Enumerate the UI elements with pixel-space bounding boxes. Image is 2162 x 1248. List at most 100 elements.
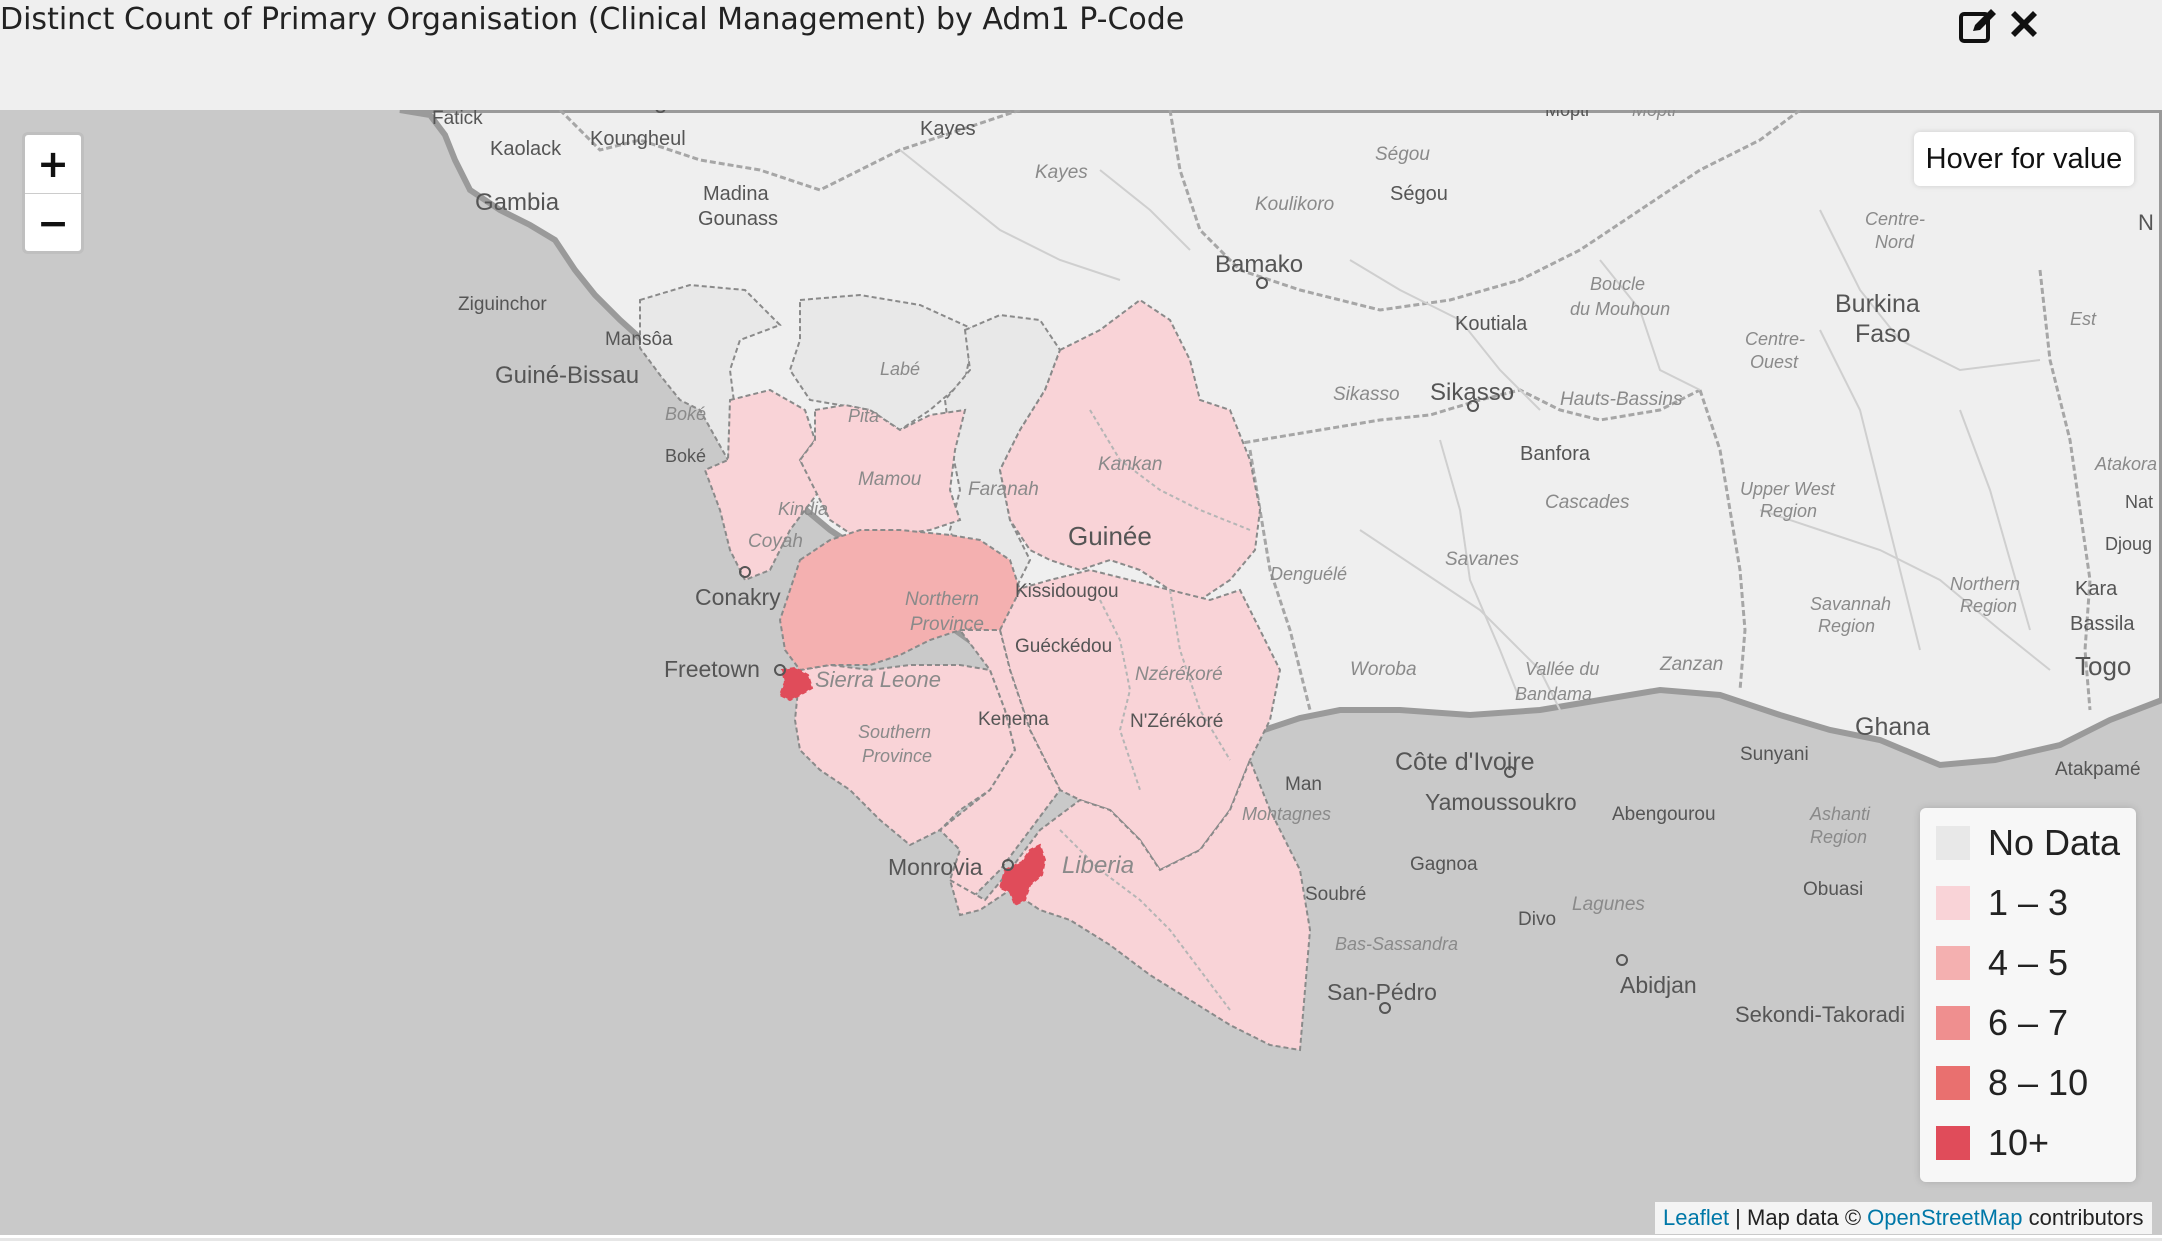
svg-text:Koulikoro: Koulikoro: [1255, 194, 1334, 215]
svg-text:Gambia: Gambia: [475, 189, 560, 216]
svg-text:Yamoussoukro: Yamoussoukro: [1425, 789, 1577, 815]
zoom-in-button[interactable]: +: [25, 135, 81, 194]
country-borders: [558, 110, 2092, 711]
map-legend: No Data 1 – 3 4 – 5 6 – 7 8 – 10 10+: [1920, 808, 2136, 1182]
close-icon[interactable]: [2004, 6, 2044, 46]
svg-text:Denguélé: Denguélé: [1270, 564, 1347, 584]
zoom-out-button[interactable]: −: [37, 201, 69, 245]
svg-text:Kayes: Kayes: [920, 118, 976, 140]
region-monrovia[interactable]: [998, 843, 1047, 907]
svg-text:Burkina: Burkina: [1835, 290, 1920, 318]
svg-text:Cascades: Cascades: [1545, 492, 1630, 513]
svg-text:Mamou: Mamou: [858, 469, 922, 490]
legend-label: 4 – 5: [1988, 942, 2069, 983]
legend-label: 8 – 10: [1988, 1062, 2089, 1103]
svg-text:Faranah: Faranah: [968, 479, 1039, 500]
svg-text:Koungheul: Koungheul: [590, 128, 686, 150]
svg-text:Kankan: Kankan: [1098, 454, 1162, 475]
svg-text:Northern: Northern: [1950, 574, 2020, 594]
svg-text:Man: Man: [1285, 774, 1322, 795]
svg-text:Fatick: Fatick: [432, 110, 483, 129]
svg-text:Ghana: Ghana: [1855, 713, 1930, 741]
legend-label: 10+: [1988, 1122, 2050, 1163]
svg-text:Region: Region: [1960, 596, 2017, 616]
svg-text:Kenema: Kenema: [978, 709, 1049, 730]
legend-swatch: [1936, 946, 1970, 980]
svg-text:Gounass: Gounass: [698, 208, 778, 230]
svg-text:Sierra Leone: Sierra Leone: [815, 667, 941, 692]
svg-text:Zanzan: Zanzan: [1659, 654, 1723, 675]
svg-text:Northern: Northern: [905, 589, 979, 610]
svg-text:Abengourou: Abengourou: [1612, 804, 1716, 825]
svg-text:Senegal: Senegal: [598, 110, 686, 114]
svg-text:Obuasi: Obuasi: [1803, 879, 1863, 900]
svg-text:N: N: [2138, 210, 2154, 235]
svg-text:Region: Region: [1810, 827, 1867, 847]
svg-text:Woroba: Woroba: [1350, 659, 1417, 680]
leaflet-link[interactable]: Leaflet: [1663, 1205, 1730, 1230]
legend-swatch: [1936, 1006, 1970, 1040]
legend-swatch: [1936, 1066, 1970, 1100]
place-labels: Senegal Fatick Kaolack Koungheul Kayes K…: [432, 110, 2157, 1027]
svg-text:San-Pédro: San-Pédro: [1327, 979, 1437, 1005]
svg-text:Upper West: Upper West: [1740, 479, 1836, 499]
svg-text:Atakora: Atakora: [2094, 454, 2157, 474]
edit-icon[interactable]: [1958, 6, 1998, 46]
svg-text:Vallée du: Vallée du: [1525, 659, 1599, 679]
svg-text:Gagnoa: Gagnoa: [1410, 854, 1478, 875]
svg-text:Conakry: Conakry: [695, 584, 781, 610]
hover-info-box: Hover for value: [1914, 132, 2134, 186]
svg-text:Soubré: Soubré: [1305, 884, 1366, 905]
svg-text:Province: Province: [862, 746, 932, 766]
svg-text:Freetown: Freetown: [664, 656, 760, 682]
svg-text:Boké: Boké: [665, 446, 706, 466]
svg-text:Kara: Kara: [2075, 578, 2118, 600]
svg-text:Savannah: Savannah: [1810, 594, 1891, 614]
svg-text:Guiné-Bissau: Guiné-Bissau: [495, 362, 639, 389]
openstreetmap-link[interactable]: OpenStreetMap: [1867, 1205, 2023, 1230]
svg-text:Centre-: Centre-: [1745, 329, 1805, 349]
region-freetown[interactable]: [778, 666, 814, 702]
legend-swatch: [1936, 1126, 1970, 1160]
choropleth-regions[interactable]: [639, 283, 1312, 1052]
svg-text:Kayes: Kayes: [1035, 162, 1088, 183]
svg-text:Southern: Southern: [858, 722, 931, 742]
svg-text:du Mouhoun: du Mouhoun: [1570, 299, 1670, 319]
region-liberia[interactable]: [948, 757, 1312, 1052]
svg-text:Guinée: Guinée: [1068, 521, 1152, 551]
svg-text:Monrovia: Monrovia: [888, 854, 983, 880]
legend-swatch: [1936, 886, 1970, 920]
region-kindia[interactable]: [703, 388, 822, 582]
svg-text:Koutiala: Koutiala: [1455, 313, 1528, 335]
svg-text:Bandama: Bandama: [1515, 684, 1592, 704]
svg-text:Kindia: Kindia: [778, 499, 828, 519]
region-borders: [899, 149, 2051, 711]
svg-text:Pita: Pita: [848, 406, 879, 426]
svg-text:Ségou: Ségou: [1390, 183, 1448, 205]
svg-text:Bamako: Bamako: [1215, 251, 1303, 278]
svg-text:Boké: Boké: [665, 404, 706, 424]
region-sl-southern[interactable]: [793, 663, 1017, 847]
svg-text:Liberia: Liberia: [1062, 852, 1134, 879]
svg-text:Djoug: Djoug: [2105, 534, 2152, 554]
svg-text:Ségou: Ségou: [1375, 144, 1430, 165]
svg-text:Nat: Nat: [2125, 492, 2153, 512]
region-boke[interactable]: [639, 283, 782, 464]
bottom-divider: [0, 1238, 2162, 1241]
svg-text:Bas-Sassandra: Bas-Sassandra: [1335, 934, 1458, 954]
svg-text:Coyah: Coyah: [748, 531, 803, 552]
svg-text:Hauts-Bassins: Hauts-Bassins: [1560, 389, 1683, 410]
svg-text:Centre-: Centre-: [1865, 209, 1925, 229]
map-canvas[interactable]: Senegal Fatick Kaolack Koungheul Kayes K…: [0, 110, 2162, 1235]
svg-text:Ashanti: Ashanti: [1809, 804, 1871, 824]
svg-text:Lagunes: Lagunes: [1572, 894, 1645, 915]
legend-label: 1 – 3: [1988, 882, 2069, 923]
svg-text:Kissidougou: Kissidougou: [1015, 581, 1119, 602]
svg-text:Bassila: Bassila: [2070, 613, 2135, 635]
svg-text:Côte d'Ivoire: Côte d'Ivoire: [1395, 748, 1535, 776]
legend-label: No Data: [1988, 822, 2121, 863]
svg-text:Togo: Togo: [2075, 651, 2131, 681]
region-sl-northern[interactable]: [778, 529, 1022, 672]
region-mamou[interactable]: [798, 403, 967, 542]
svg-text:Boucle: Boucle: [1590, 274, 1645, 294]
